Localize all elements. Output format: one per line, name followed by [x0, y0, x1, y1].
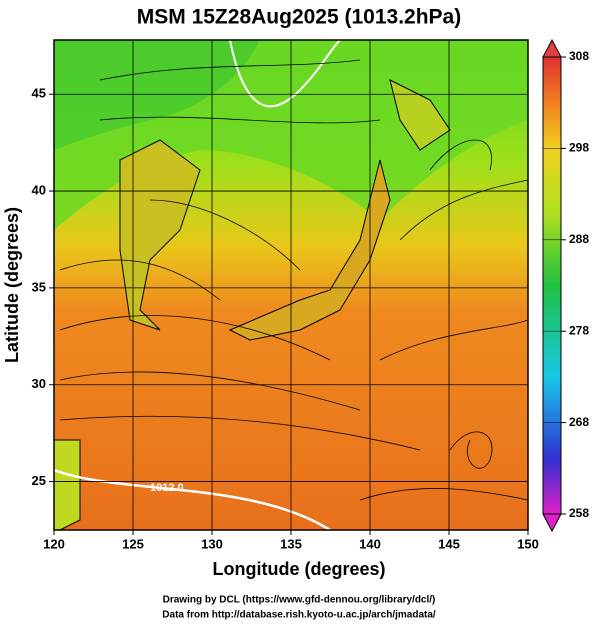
y-tick-label: 40: [32, 183, 46, 198]
x-tick-label: 120: [43, 536, 65, 551]
colorbar-tick-label: 258: [569, 506, 589, 520]
title: MSM 15Z28Aug2025 (1013.2hPa): [137, 6, 461, 29]
y-tick-label: 35: [32, 279, 46, 294]
y-tick-label: 45: [32, 86, 46, 101]
footer-line: Data from http://database.rish.kyoto-u.a…: [162, 610, 436, 621]
colorbar-max-triangle: [542, 38, 562, 58]
y-axis-label: Latitude (degrees): [2, 207, 22, 363]
colorbar-tick-label: 298: [569, 141, 589, 155]
x-axis-label: Longitude (degrees): [212, 559, 385, 579]
x-tick-label: 130: [201, 536, 223, 551]
y-tick-label: 30: [32, 376, 46, 391]
contour-label: 1012.0: [150, 482, 184, 494]
colorbar-tick-label: 288: [569, 232, 589, 246]
colorbar: [542, 56, 562, 515]
x-tick-label: 140: [359, 536, 381, 551]
x-tick-label: 125: [122, 536, 144, 551]
colorbar-tick-label: 308: [569, 49, 589, 63]
colorbar-min-triangle: [542, 513, 562, 533]
x-tick-label: 150: [517, 536, 539, 551]
x-tick-label: 145: [438, 536, 460, 551]
colorbar-tick-label: 278: [569, 323, 589, 337]
y-tick-label: 25: [32, 473, 46, 488]
x-tick-label: 135: [280, 536, 302, 551]
footer-line: Drawing by DCL (https://www.gfd-dennou.o…: [163, 595, 436, 606]
colorbar-tick-label: 268: [569, 415, 589, 429]
